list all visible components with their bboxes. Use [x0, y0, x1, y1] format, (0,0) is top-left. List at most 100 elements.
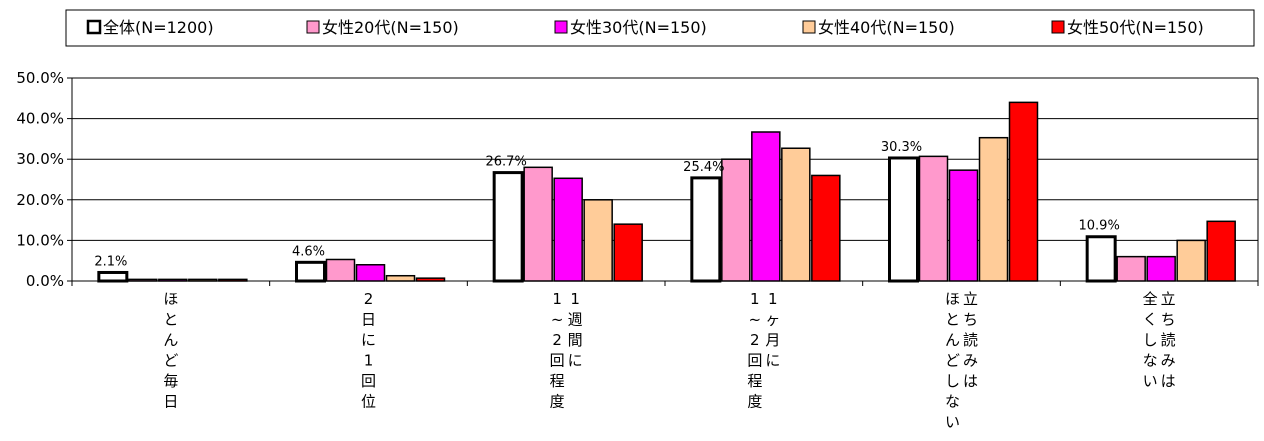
legend-entry: 女性50代(N=150) [1067, 18, 1204, 37]
x-category-label: 2 日に 1 回位 [361, 290, 376, 411]
x-category-char: 程 [747, 372, 762, 390]
bar [583, 199, 613, 282]
y-tick-label: 20.0% [16, 191, 64, 209]
x-category-char: ほ [163, 290, 178, 308]
bars [97, 101, 1236, 283]
x-category-char: 位 [361, 393, 376, 411]
bar [295, 260, 326, 283]
bar [325, 258, 356, 282]
data-label: 26.7% [486, 155, 527, 170]
x-category-char: 度 [550, 393, 565, 411]
x-category-label: ほとんどしない [945, 290, 960, 431]
legend-swatch [306, 20, 320, 34]
x-category-char: 2 [750, 331, 760, 349]
x-category-char: な [945, 393, 960, 411]
legend-entry: 女性20代(N=150) [322, 18, 459, 37]
bar [751, 131, 781, 282]
bar [1146, 255, 1176, 282]
bar [492, 171, 524, 283]
bar [355, 264, 386, 282]
x-category-char: と [163, 311, 178, 329]
x-category-char: 1 [570, 290, 580, 308]
x-category-char: 月 [765, 331, 780, 349]
bar [523, 166, 553, 282]
x-category-label: 1 ~2 回程度 [747, 290, 762, 411]
bar [918, 155, 949, 282]
x-category-char: に [568, 352, 583, 370]
x-category-char: 2 [552, 331, 562, 349]
x-category-char: み [1161, 352, 1176, 370]
x-category-char: ~ [551, 311, 564, 329]
x-category-char: ど [945, 352, 960, 370]
y-tick-label: 10.0% [16, 231, 64, 249]
bar [1008, 101, 1039, 282]
data-label: 4.6% [292, 244, 325, 259]
legend-swatch [1051, 20, 1065, 34]
x-category-char: 1 [364, 352, 374, 370]
bar [781, 147, 811, 282]
x-category-label: 立ち読みは [963, 290, 978, 390]
x-category-char: み [963, 352, 978, 370]
legend-swatch [86, 19, 102, 35]
data-label: 30.3% [881, 140, 922, 155]
x-category-char: 立 [1161, 290, 1176, 308]
data-label: 2.1% [94, 254, 127, 269]
x-category-char: 1 [768, 290, 778, 308]
x-category-char: な [1143, 352, 1158, 370]
x-category-char: ヶ [765, 311, 780, 329]
bar [978, 136, 1009, 282]
x-category-label: 1 ヶ月に [765, 290, 780, 370]
x-category-char: 毎 [163, 372, 178, 390]
legend-swatch [802, 20, 816, 34]
x-category-char: は [963, 372, 978, 390]
x-category-char: 立 [963, 290, 978, 308]
bar [97, 270, 129, 283]
bar [1206, 220, 1236, 282]
bar [948, 169, 979, 282]
x-category-char: 全 [1143, 290, 1158, 308]
x-category-char: ち [1161, 311, 1176, 329]
x-category-char: 度 [747, 393, 762, 411]
legend-entry: 女性40代(N=150) [818, 18, 955, 37]
bar [553, 177, 583, 282]
bar [690, 176, 722, 283]
legend-swatch [554, 20, 568, 34]
x-category-char: 1 [750, 290, 760, 308]
x-category-label: 立ち読みは [1161, 290, 1176, 390]
x-category-char: い [945, 413, 960, 431]
x-category-label: 1 ~2 回程度 [550, 290, 565, 411]
y-tick-label: 40.0% [16, 110, 64, 128]
bar [613, 223, 643, 282]
bar [1085, 235, 1117, 283]
bar [811, 174, 841, 282]
data-label: 25.4% [683, 160, 724, 175]
x-category-char: 回 [361, 372, 376, 390]
x-category-char: に [765, 352, 780, 370]
x-category-label: ほとんど毎日 [163, 290, 178, 411]
y-tick-label: 0.0% [26, 272, 64, 290]
x-category-char: 1 [552, 290, 562, 308]
bar [1176, 239, 1206, 282]
legend-entry: 全体(N=1200) [103, 18, 214, 37]
bar [1116, 255, 1146, 282]
x-category-label: 全くしない [1143, 290, 1158, 390]
x-category-char: 回 [747, 352, 762, 370]
x-category-char: 読 [963, 331, 978, 349]
x-category-label: 1 週間に [568, 290, 583, 370]
x-category-char: ん [945, 331, 960, 349]
bar [385, 274, 416, 282]
x-category-char: は [1161, 372, 1176, 390]
y-tick-label: 50.0% [16, 69, 64, 87]
y-tick-label: 30.0% [16, 150, 64, 168]
x-category-char: 間 [568, 331, 583, 349]
data-labels: 2.1% 4.6% 26.7% 25.4% 30.3% 10.9% [94, 140, 1120, 269]
x-category-char: 2 [364, 290, 374, 308]
bar [721, 158, 751, 282]
data-label: 10.9% [1079, 219, 1120, 234]
bar [888, 156, 919, 283]
x-category-char: 日 [361, 311, 376, 329]
x-category-char: し [945, 372, 960, 390]
legend-entry: 女性30代(N=150) [570, 18, 707, 37]
